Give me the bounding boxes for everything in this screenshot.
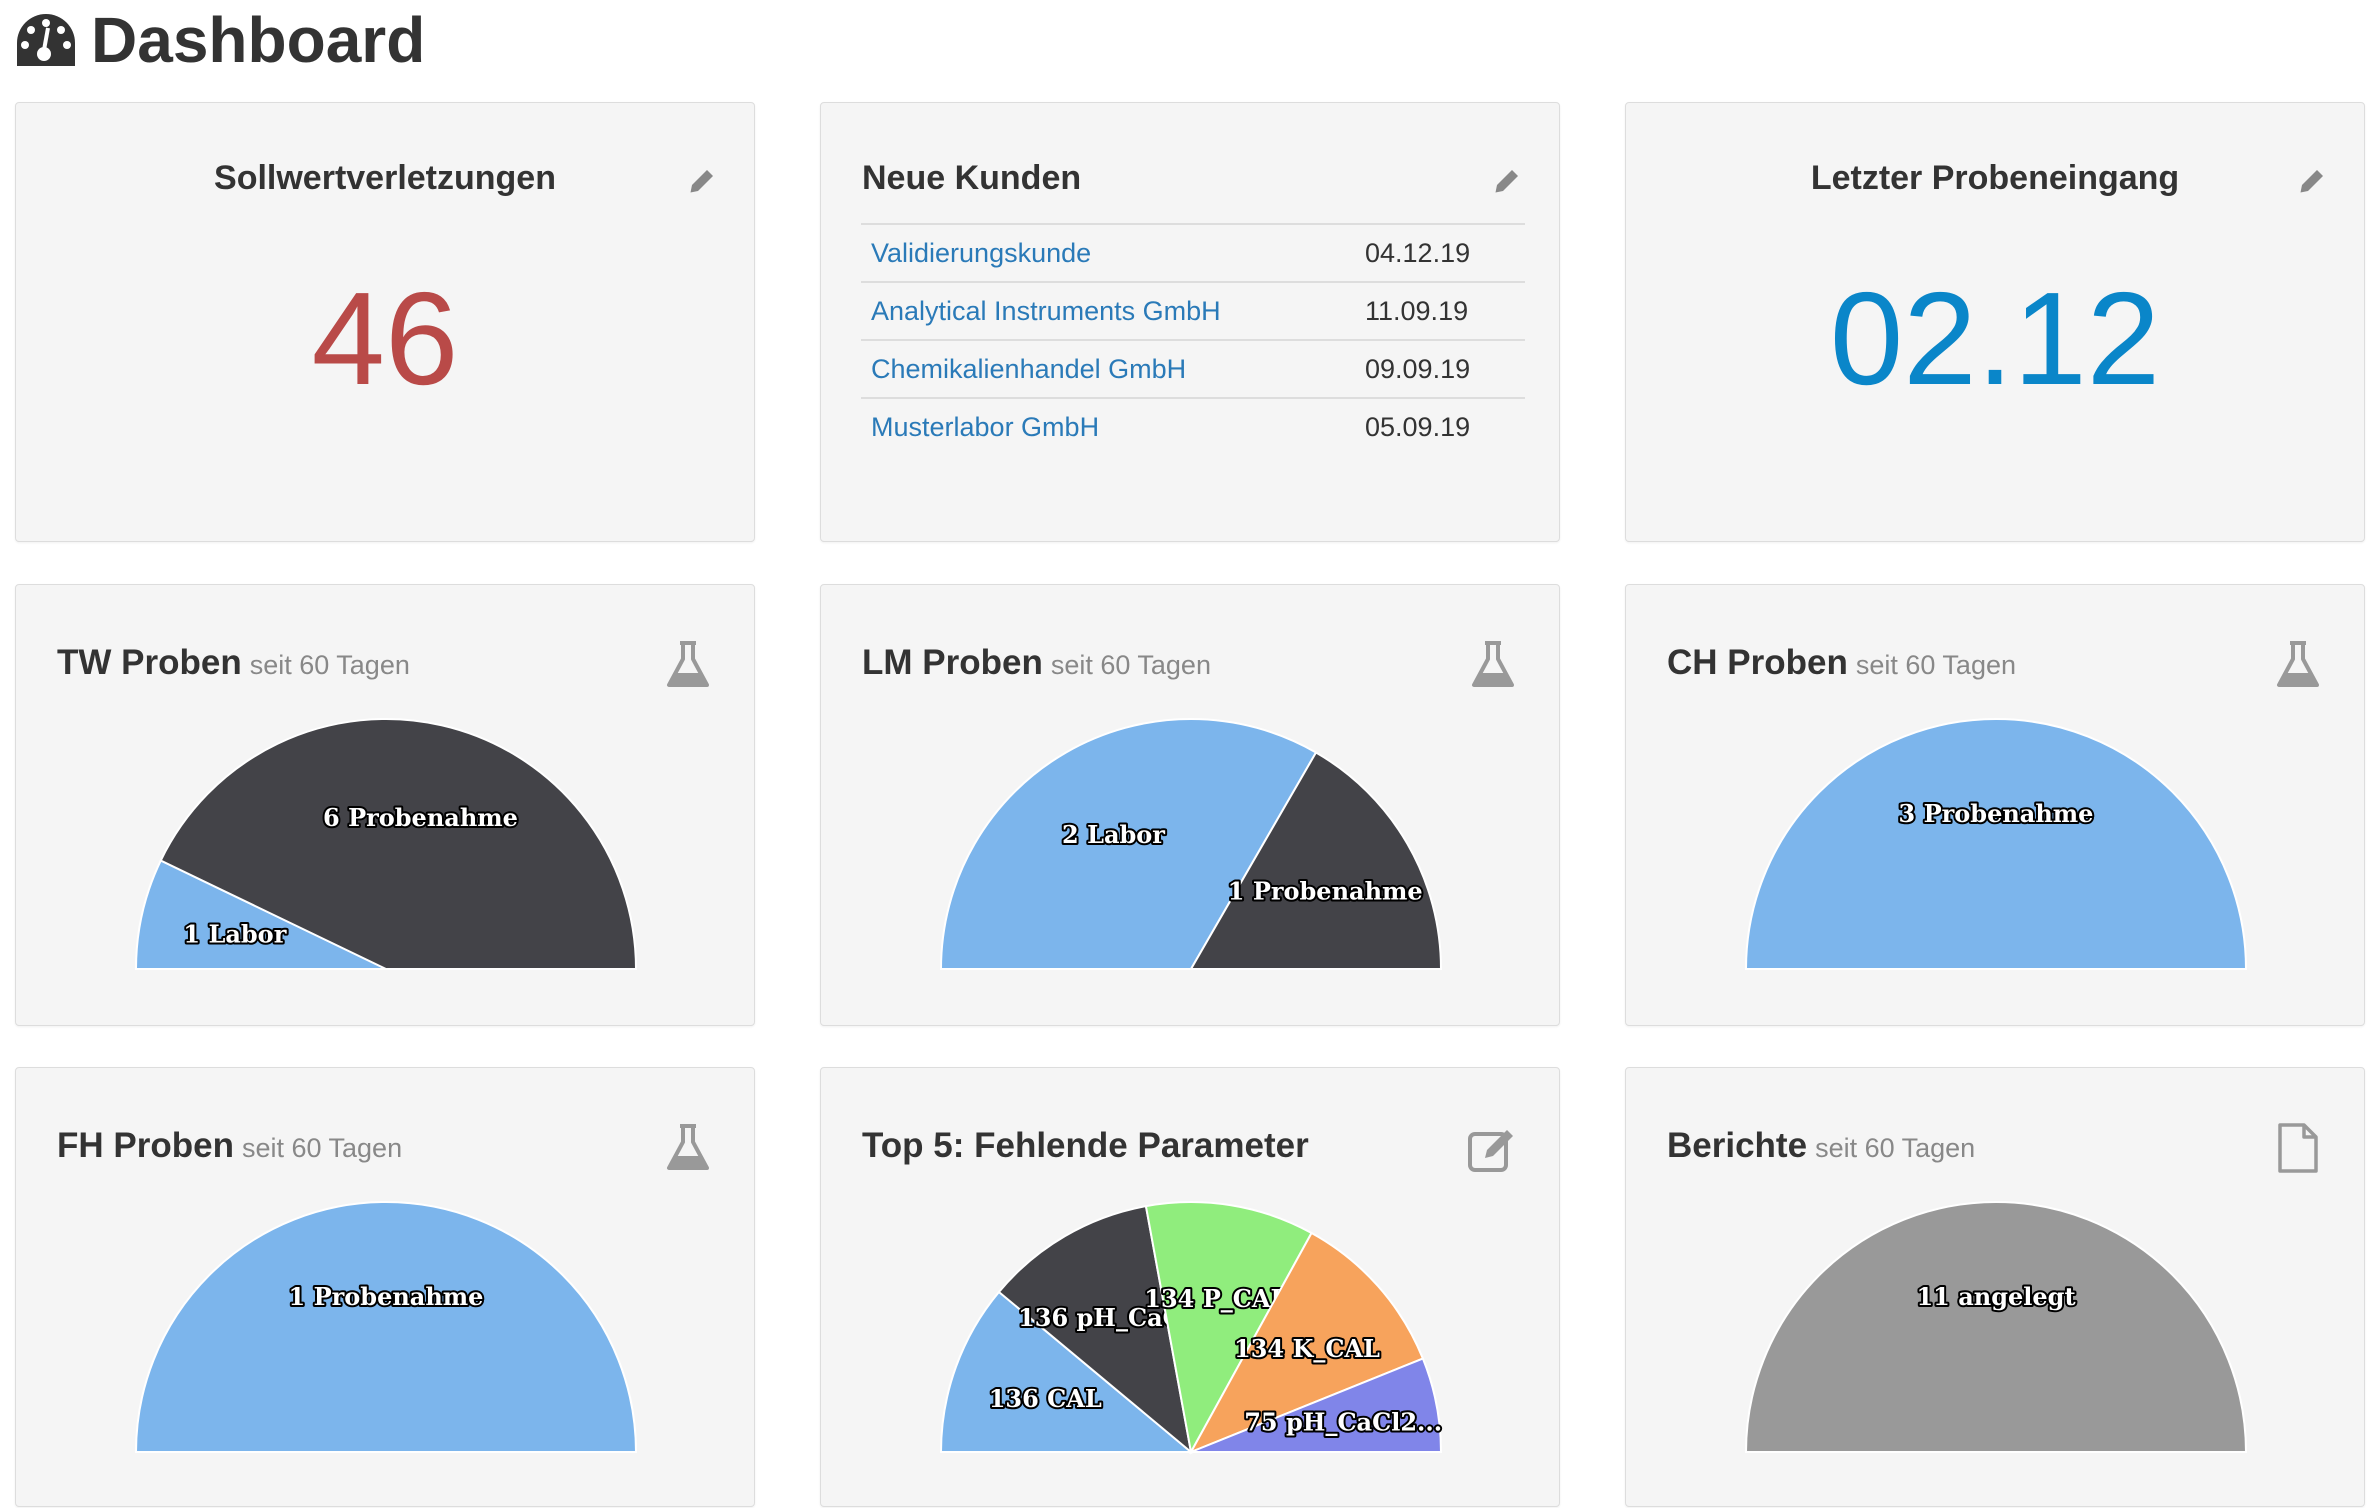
pie-data-label: 1 Probenahme bbox=[289, 1282, 484, 1311]
pencil-icon[interactable] bbox=[1491, 167, 1521, 197]
card-neue-kunden: Neue Kunden Validierungskunde 04.12.19 Ana… bbox=[820, 102, 1560, 542]
page-title-text: Dashboard bbox=[91, 4, 426, 76]
customer-link[interactable]: Validierungskunde bbox=[871, 237, 1092, 268]
pie-data-label: 136 CAL bbox=[989, 1384, 1102, 1413]
pie-slice[interactable] bbox=[939, 718, 1318, 970]
flask-icon[interactable] bbox=[1467, 639, 1519, 691]
pie-data-label: 2 Labor bbox=[1062, 820, 1165, 849]
pie-slice[interactable] bbox=[134, 1201, 638, 1453]
pie-slice[interactable] bbox=[1189, 751, 1443, 970]
semi-pie-chart: 1 Labor 6 Probenahme bbox=[134, 718, 638, 970]
chart-subtitle: seit 60 Tagen bbox=[1815, 1133, 1976, 1163]
customer-date: 04.12.19 bbox=[1355, 223, 1525, 282]
card-title: Letzter Probeneingang bbox=[1810, 159, 2180, 197]
chart-title: LM Proben seit 60 Tagen bbox=[862, 643, 1211, 683]
edit-icon[interactable] bbox=[1467, 1122, 1519, 1174]
chart-subtitle: seit 60 Tagen bbox=[1050, 650, 1211, 680]
page-title: Dashboard bbox=[15, 4, 425, 76]
semi-pie-chart: 3 Probenahme bbox=[1744, 718, 2248, 970]
pencil-icon[interactable] bbox=[686, 167, 716, 197]
pie-data-label: 75 pH_CaCl2... bbox=[1244, 1407, 1442, 1436]
card-ch-proben: CH Proben seit 60 Tagen 3 Probenahme bbox=[1625, 584, 2365, 1026]
customer-link[interactable]: Analytical Instruments GmbH bbox=[871, 295, 1221, 326]
pie-slice[interactable] bbox=[939, 1290, 1194, 1453]
table-row: Musterlabor GmbH 05.09.19 bbox=[861, 397, 1525, 455]
chart-title-text: FH Proben bbox=[57, 1126, 234, 1165]
pie-data-label: 11 angelegt bbox=[1916, 1282, 2075, 1311]
chart-title-text: CH Proben bbox=[1667, 643, 1848, 682]
pie-data-label: 6 Probenahme bbox=[323, 803, 518, 832]
pie-slice[interactable] bbox=[1744, 1201, 2248, 1453]
card-berichte: Berichte seit 60 Tagen 11 angelegt bbox=[1625, 1067, 2365, 1507]
pie-slice[interactable] bbox=[134, 859, 387, 970]
customer-name-cell: Analytical Instruments GmbH bbox=[861, 281, 1355, 340]
pie-slice[interactable] bbox=[1188, 1231, 1425, 1454]
customer-name-cell: Chemikalienhandel GmbH bbox=[861, 339, 1355, 398]
dashboard-icon bbox=[17, 14, 75, 66]
card-letzter-probeneingang: Letzter Probeneingang 02.12 bbox=[1625, 102, 2365, 542]
file-icon[interactable] bbox=[2272, 1122, 2324, 1174]
pie-data-label: 134 P_CAL bbox=[1144, 1284, 1287, 1313]
chart-subtitle: seit 60 Tagen bbox=[241, 1133, 403, 1163]
chart-title: FH Proben seit 60 Tagen bbox=[57, 1126, 402, 1166]
pie-slice[interactable] bbox=[1190, 1357, 1443, 1453]
pencil-icon[interactable] bbox=[2296, 167, 2326, 197]
customer-link[interactable]: Musterlabor GmbH bbox=[871, 411, 1100, 442]
chart-title-text: Berichte bbox=[1667, 1126, 1808, 1165]
semi-pie-chart: 2 Labor 1 Probenahme bbox=[939, 718, 1443, 970]
customer-date: 11.09.19 bbox=[1355, 281, 1525, 340]
card-title: Sollwertverletzungen bbox=[214, 159, 556, 197]
pie-data-label: 134 K_CAL bbox=[1234, 1334, 1380, 1363]
chart-subtitle: seit 60 Tagen bbox=[249, 650, 410, 680]
card-sollwertverletzungen: Sollwertverletzungen 46 bbox=[15, 102, 755, 542]
chart-subtitle: seit 60 Tagen bbox=[1855, 650, 2016, 680]
chart-title-text: Top 5: Fehlende Parameter bbox=[862, 1126, 1309, 1165]
customer-link[interactable]: Chemikalienhandel GmbH bbox=[871, 353, 1187, 384]
chart-title: Top 5: Fehlende Parameter bbox=[862, 1126, 1317, 1166]
customer-date: 09.09.19 bbox=[1355, 339, 1525, 398]
card-top5-fehlende-parameter: Top 5: Fehlende Parameter 136 CAL 136 pH_… bbox=[820, 1067, 1560, 1507]
pie-data-label: 1 Probenahme bbox=[1228, 877, 1423, 906]
chart-title: TW Proben seit 60 Tagen bbox=[57, 643, 410, 683]
customer-date: 05.09.19 bbox=[1355, 397, 1525, 455]
card-title: Neue Kunden bbox=[862, 159, 1082, 197]
pie-slice[interactable] bbox=[159, 718, 638, 970]
card-tw-proben: TW Proben seit 60 Tagen 1 Labor 6 Probenah… bbox=[15, 584, 755, 1026]
card-fh-proben: FH Proben seit 60 Tagen 1 Probenahme bbox=[15, 1067, 755, 1507]
flask-icon[interactable] bbox=[662, 639, 714, 691]
table-row: Chemikalienhandel GmbH 09.09.19 bbox=[861, 339, 1525, 398]
card-lm-proben: LM Proben seit 60 Tagen 2 Labor 1 Probenah… bbox=[820, 584, 1560, 1026]
chart-title: Berichte seit 60 Tagen bbox=[1667, 1126, 1975, 1166]
table-row: Validierungskunde 04.12.19 bbox=[861, 223, 1525, 282]
probeneingang-value[interactable]: 02.12 bbox=[1829, 265, 2161, 412]
chart-title: CH Proben seit 60 Tagen bbox=[1667, 643, 2016, 683]
chart-title-text: TW Proben bbox=[57, 643, 242, 682]
pie-data-label: 3 Probenahme bbox=[1899, 799, 2094, 828]
flask-icon[interactable] bbox=[662, 1122, 714, 1174]
pie-data-label: 1 Labor bbox=[183, 920, 286, 949]
table-row: Analytical Instruments GmbH 11.09.19 bbox=[861, 281, 1525, 340]
customer-table: Validierungskunde 04.12.19 Analytical Inst… bbox=[861, 223, 1525, 455]
customer-name-cell: Validierungskunde bbox=[861, 223, 1355, 282]
pie-slice[interactable] bbox=[1744, 718, 2248, 970]
semi-pie-chart: 11 angelegt bbox=[1744, 1201, 2248, 1453]
pie-slice[interactable] bbox=[997, 1204, 1193, 1455]
sollwert-value[interactable]: 46 bbox=[311, 265, 459, 412]
flask-icon[interactable] bbox=[2272, 639, 2324, 691]
pie-slice[interactable] bbox=[1144, 1201, 1313, 1455]
chart-title-text: LM Proben bbox=[862, 643, 1043, 682]
customer-name-cell: Musterlabor GmbH bbox=[861, 397, 1355, 455]
semi-pie-chart: 1 Probenahme bbox=[134, 1201, 638, 1453]
